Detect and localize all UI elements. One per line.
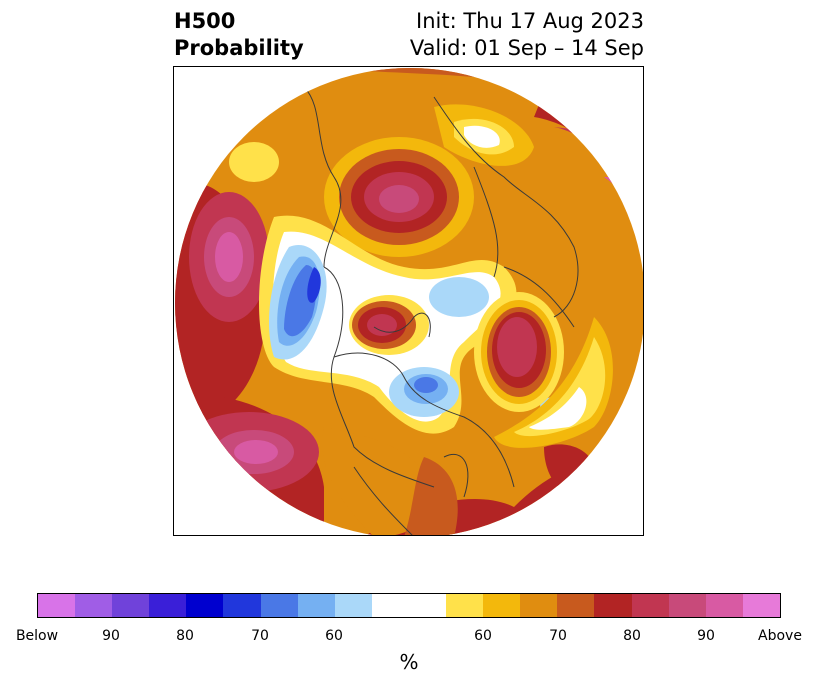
valid-date-text: Valid: 01 Sep – 14 Sep [409, 36, 644, 60]
colorbar-segment [112, 594, 150, 617]
colorbar-segment [705, 594, 743, 617]
colorbar-tick-label: 80 [623, 628, 641, 644]
coastlines [303, 86, 579, 535]
title-line-2: Probability [174, 36, 304, 60]
colorbar-tick-label: Above [758, 628, 802, 644]
colorbar-tick-label: 90 [102, 628, 120, 644]
colorbar-segment [631, 594, 669, 617]
forecast-dates: Init: Thu 17 Aug 2023 Valid: 01 Sep – 14… [410, 8, 644, 62]
colorbar-segment [38, 594, 76, 617]
colorbar-segment [594, 594, 632, 617]
probability-shading [175, 68, 643, 535]
colorbar-segment [446, 594, 484, 617]
colorbar-tick-label: 70 [549, 628, 567, 644]
colorbar-segment [297, 594, 335, 617]
colorbar-tick-label: 80 [176, 628, 194, 644]
colorbar-tick-label: Below [15, 628, 59, 644]
colorbar-segment [483, 594, 521, 617]
colorbar-segment [334, 594, 372, 617]
init-date-text: Init: Thu 17 Aug 2023 [416, 9, 644, 33]
colorbar-segment [557, 594, 595, 617]
colorbar-segment [75, 594, 113, 617]
colorbar-tick-label: 70 [251, 628, 269, 644]
colorbar-tick-label: 60 [474, 628, 492, 644]
map-panel [173, 66, 644, 536]
colorbar-segment [186, 594, 224, 617]
colorbar-segment [668, 594, 706, 617]
colorbar-tick-label: 60 [325, 628, 343, 644]
title-line-1: H500 [174, 9, 236, 33]
map-title: H500 Probability [174, 8, 304, 62]
colorbar-segment [520, 594, 558, 617]
colorbar-unit-label: % [399, 650, 419, 674]
colorbar-segment [223, 594, 261, 617]
colorbar [37, 593, 781, 618]
colorbar-segment [371, 594, 447, 617]
probability-map [175, 68, 643, 535]
colorbar-segment [149, 594, 187, 617]
colorbar-segment [742, 594, 780, 617]
colorbar-segment [260, 594, 298, 617]
colorbar-tick-label: 90 [697, 628, 715, 644]
